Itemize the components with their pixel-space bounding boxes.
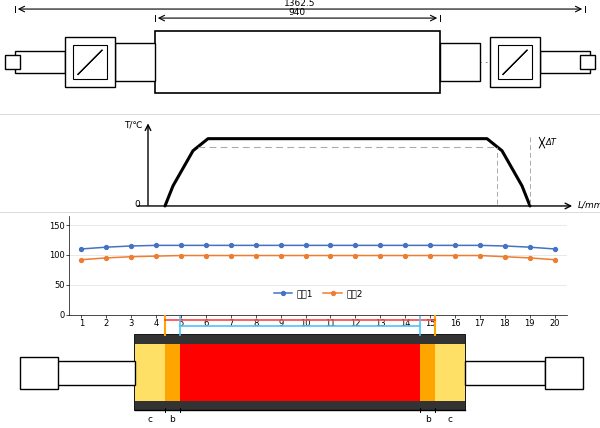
系儗2	[152, 253, 160, 259]
系儗1	[377, 243, 384, 248]
系儗1	[302, 243, 309, 248]
系儗1	[128, 244, 135, 249]
Text: T/℃: T/℃	[125, 121, 143, 130]
Bar	[20, 357, 58, 389]
Bar	[465, 361, 545, 385]
系儗2	[302, 253, 309, 258]
Text: 940: 940	[289, 8, 305, 17]
系儗2	[327, 253, 334, 258]
Bar	[490, 37, 540, 87]
系儗2	[501, 254, 508, 259]
Text: 0: 0	[134, 200, 140, 209]
Bar	[115, 43, 155, 81]
Bar	[65, 37, 115, 87]
Bar	[73, 45, 107, 79]
系儗2	[178, 253, 185, 258]
系儗1	[501, 244, 508, 249]
Bar	[420, 344, 435, 401]
系儗1	[78, 247, 85, 252]
Bar	[55, 361, 135, 385]
Bar	[540, 51, 590, 73]
Bar	[135, 401, 465, 410]
系儗2	[451, 253, 458, 258]
系儗2	[128, 254, 135, 259]
Bar	[180, 344, 420, 401]
Line: 系儗1: 系儗1	[80, 244, 556, 251]
Text: c: c	[448, 415, 452, 424]
Bar	[435, 344, 465, 401]
系儗1	[178, 243, 185, 248]
系儗2	[352, 253, 359, 258]
系儗2	[78, 257, 85, 262]
系儗2	[252, 253, 259, 258]
Text: b: b	[170, 415, 175, 424]
Bar	[440, 43, 480, 81]
系儗1	[476, 243, 484, 248]
系儗1	[451, 243, 458, 248]
系儗1	[103, 244, 110, 250]
系儗1	[252, 243, 259, 248]
Bar	[5, 55, 20, 69]
系儗1	[327, 243, 334, 248]
Text: b: b	[425, 415, 430, 424]
Line: 系儗2: 系儗2	[80, 253, 556, 262]
Text: ΔT: ΔT	[546, 138, 557, 147]
系儗2	[277, 253, 284, 258]
系儗1	[202, 243, 209, 248]
系儗2	[103, 256, 110, 261]
系儗2	[427, 253, 434, 258]
Text: c: c	[148, 415, 152, 424]
系儗1	[352, 243, 359, 248]
系儗2	[551, 257, 558, 262]
系儗1	[551, 247, 558, 252]
Bar	[155, 31, 440, 93]
系儗1	[526, 244, 533, 250]
Legend: 系儗1, 系儗2: 系儗1, 系儗2	[270, 286, 366, 302]
Bar	[498, 45, 532, 79]
Bar	[135, 335, 465, 344]
系儗1	[227, 243, 235, 248]
Bar	[545, 357, 583, 389]
系儗1	[401, 243, 409, 248]
系儗1	[427, 243, 434, 248]
系儗2	[476, 253, 484, 258]
系儗2	[401, 253, 409, 258]
Text: L/mm: L/mm	[578, 200, 600, 209]
系儗2	[377, 253, 384, 258]
系儗1	[277, 243, 284, 248]
Bar	[165, 344, 180, 401]
系儗2	[526, 256, 533, 261]
Bar	[580, 55, 595, 69]
Text: 1362.5: 1362.5	[284, 0, 316, 8]
系儗2	[227, 253, 235, 258]
Bar	[135, 344, 165, 401]
Bar	[135, 335, 465, 410]
系儗2	[202, 253, 209, 258]
系儗1	[152, 243, 160, 248]
Bar	[15, 51, 65, 73]
